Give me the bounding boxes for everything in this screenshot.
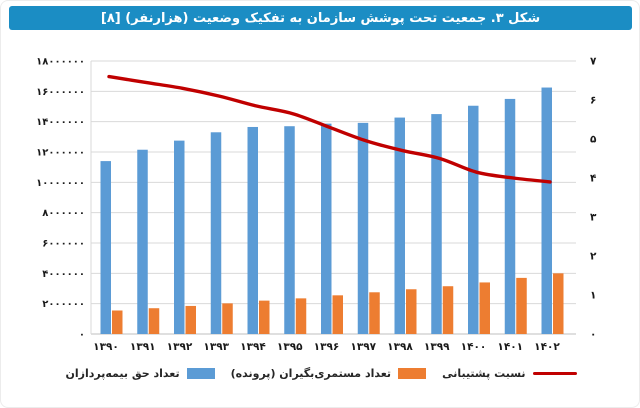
bar-premium-payers-1391: [137, 149, 148, 334]
bar-pensioners-1398: [406, 289, 417, 334]
bar-premium-payers-1392: [174, 140, 185, 334]
bar-pensioners-1392: [185, 305, 196, 334]
right-axis-tick-label-4: ۴: [590, 173, 597, 185]
legend-item-premium-payers: تعداد حق بیمه‌پردازان: [65, 367, 215, 380]
legend-swatch-premium-payers: [186, 368, 215, 379]
right-axis-tick-label-6: ۶: [590, 95, 596, 107]
bar-pensioners-1393: [222, 303, 233, 334]
legend-line-swatch-support-ratio: [532, 371, 577, 376]
bar-pensioners-1400: [479, 282, 490, 334]
left-axis-tick-label-0: ۰: [79, 330, 85, 341]
legend-label-support-ratio: نسبت پشتیبانی: [442, 367, 526, 380]
x-axis-year-label-1390: ۱۳۹۰: [93, 341, 119, 353]
right-axis-tick-label-7: ۷: [590, 56, 597, 68]
right-axis-tick-label-0: ۰: [590, 329, 596, 341]
right-axis-tick-label-2: ۲: [590, 251, 597, 263]
bar-premium-payers-1390: [100, 161, 111, 334]
x-axis-year-label-1396: ۱۳۹۶: [314, 341, 340, 353]
bar-pensioners-1390: [112, 310, 123, 334]
legend-label-pensioners: تعداد مستمری‌بگیران (پرونده): [230, 367, 392, 380]
left-axis-tick-label-1: ۲۰۰۰۰۰۰: [42, 299, 85, 310]
bar-premium-payers-1400: [468, 105, 479, 334]
left-axis-tick-label-6: ۱۲۰۰۰۰۰۰: [36, 148, 85, 159]
x-axis-year-label-1393: ۱۳۹۳: [203, 341, 229, 353]
legend-item-support-ratio: نسبت پشتیبانی: [442, 367, 577, 380]
bar-pensioners-1394: [259, 300, 270, 334]
x-axis-year-label-1399: ۱۳۹۹: [424, 341, 450, 353]
left-axis-tick-label-2: ۴۰۰۰۰۰۰: [42, 269, 85, 280]
left-axis-tick-label-7: ۱۴۰۰۰۰۰۰: [36, 117, 85, 128]
right-axis-tick-label-3: ۳: [590, 212, 597, 224]
legend-swatch-pensioners: [398, 368, 427, 379]
x-axis-year-label-1395: ۱۳۹۵: [277, 341, 303, 353]
left-axis-tick-label-8: ۱۶۰۰۰۰۰۰: [36, 87, 85, 98]
bar-pensioners-1397: [369, 292, 380, 334]
x-axis-year-label-1391: ۱۳۹۱: [130, 341, 156, 353]
x-axis-year-label-1398: ۱۳۹۸: [387, 341, 413, 353]
x-axis-year-label-1400: ۱۴۰۰: [461, 341, 487, 353]
bar-pensioners-1391: [148, 308, 160, 334]
x-axis-year-label-1401: ۱۴۰۱: [497, 341, 523, 353]
bar-premium-payers-1395: [284, 126, 295, 334]
bar-premium-payers-1399: [431, 114, 442, 334]
x-axis-year-label-1394: ۱۳۹۴: [240, 341, 266, 353]
bar-pensioners-1402: [553, 273, 564, 334]
bar-pensioners-1396: [332, 295, 343, 334]
left-axis-tick-label-4: ۸۰۰۰۰۰۰: [42, 208, 85, 219]
bar-pensioners-1401: [516, 277, 527, 334]
right-axis-tick-label-5: ۵: [590, 134, 597, 146]
bar-pensioners-1399: [442, 286, 454, 334]
figure-title: شکل ۳. جمعیت تحت پوشش سازمان به تفکیک وض…: [100, 10, 541, 26]
bar-premium-payers-1401: [504, 98, 516, 335]
bar-pensioners-1395: [295, 298, 307, 334]
combo-chart: ۰۲۰۰۰۰۰۰۴۰۰۰۰۰۰۶۰۰۰۰۰۰۸۰۰۰۰۰۰۱۰۰۰۰۰۰۰۱۲۰…: [36, 56, 597, 354]
bar-premium-payers-1393: [210, 132, 222, 334]
legend-label-premium-payers: تعداد حق بیمه‌پردازان: [65, 367, 180, 380]
x-axis-year-label-1402: ۱۴۰۲: [534, 341, 560, 353]
bar-premium-payers-1398: [394, 117, 405, 335]
figure-title-bar: شکل ۳. جمعیت تحت پوشش سازمان به تفکیک وض…: [9, 6, 632, 30]
left-axis-tick-label-9: ۱۸۰۰۰۰۰۰: [36, 57, 85, 68]
bar-premium-payers-1397: [357, 122, 369, 334]
left-axis-tick-label-3: ۶۰۰۰۰۰۰: [42, 239, 85, 250]
legend-item-pensioners: تعداد مستمری‌بگیران (پرونده): [230, 367, 427, 380]
support-ratio-line: [107, 74, 552, 184]
x-axis-year-label-1397: ۱۳۹۷: [350, 341, 376, 353]
bar-premium-payers-1396: [321, 123, 332, 334]
bar-premium-payers-1394: [247, 126, 258, 334]
chart-legend: تعداد حق بیمه‌پردازان تعداد مستمری‌بگیرا…: [1, 367, 639, 380]
bar-premium-payers-1402: [541, 87, 552, 335]
right-axis-tick-label-1: ۱: [590, 290, 596, 302]
x-axis-year-label-1392: ۱۳۹۲: [167, 341, 193, 353]
left-axis-tick-label-5: ۱۰۰۰۰۰۰۰: [36, 178, 85, 189]
